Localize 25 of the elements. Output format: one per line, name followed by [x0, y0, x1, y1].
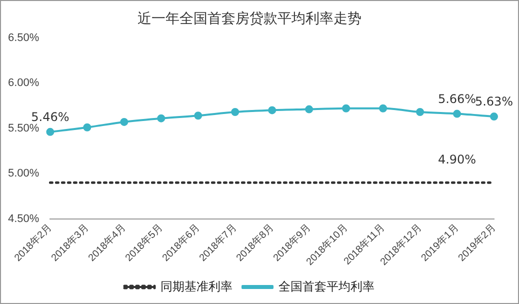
point	[416, 108, 424, 116]
point	[157, 114, 166, 122]
point	[268, 106, 276, 114]
chart-title: 近一年全国首套房贷款平均利率走势	[138, 11, 362, 28]
point	[453, 110, 462, 118]
point	[83, 123, 92, 132]
y-tick-label: 5.00%	[8, 168, 40, 180]
point	[379, 104, 388, 112]
y-tick-label: 6.00%	[8, 77, 40, 90]
y-tick-label: 4.50%	[8, 212, 40, 225]
data-label: 5.46%	[31, 110, 70, 124]
point	[231, 108, 240, 116]
data-label: 5.63%	[474, 94, 514, 109]
y-tick-label: 5.50%	[8, 122, 40, 134]
legend-label: 全国首套平均利率	[278, 279, 374, 294]
data-label: 5.66%	[438, 92, 476, 106]
point	[194, 112, 202, 120]
point	[46, 128, 54, 136]
legend-label: 同期基准利率	[160, 279, 232, 294]
y-tick-label: 6.50%	[8, 32, 40, 44]
data-label: 4.90%	[438, 152, 476, 167]
point	[305, 105, 314, 114]
point	[120, 118, 128, 126]
point	[490, 112, 498, 121]
point	[342, 104, 350, 112]
